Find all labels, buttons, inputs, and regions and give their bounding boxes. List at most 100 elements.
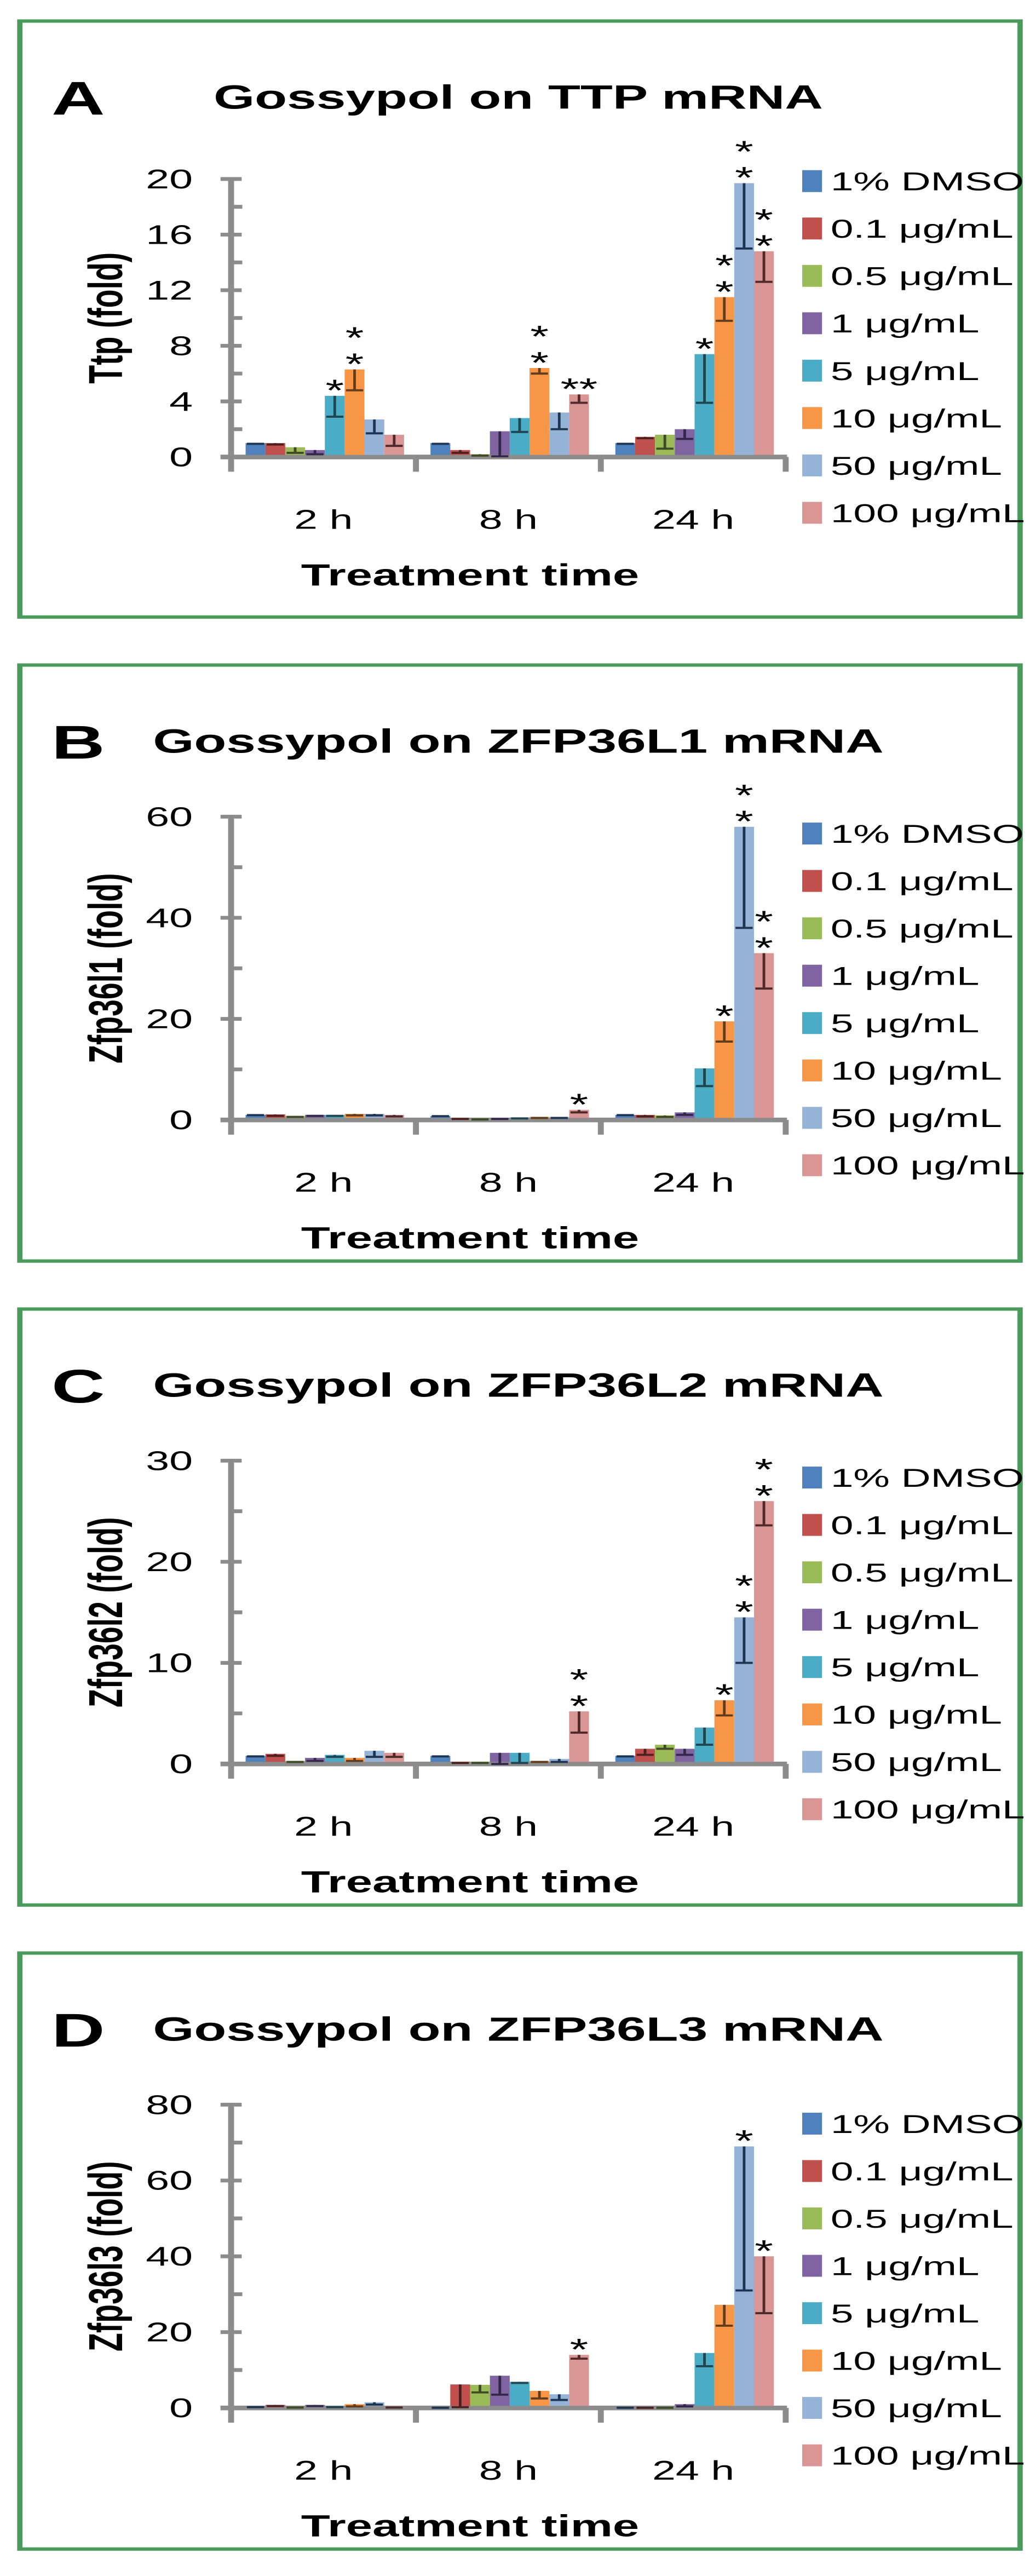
y-tick-label: 40 — [146, 902, 193, 933]
legend-label: 1% DMSO — [831, 2109, 1024, 2138]
x-tick-label: 2 h — [294, 2455, 353, 2486]
legend-swatch — [802, 1012, 822, 1034]
legend-swatch — [802, 1656, 822, 1678]
significance-star: * — [735, 135, 753, 169]
significance-star: * — [755, 229, 773, 263]
x-axis-title: Treatment time — [301, 2509, 639, 2543]
y-tick-label: 20 — [146, 2317, 193, 2348]
legend-swatch — [802, 1703, 822, 1726]
legend-swatch — [802, 1154, 822, 1176]
panel-label: C — [51, 1360, 105, 1413]
y-tick-label: 20 — [146, 1004, 193, 1034]
significance-marker: * — [735, 2124, 753, 2158]
significance-marker: ** — [755, 1453, 773, 1513]
legend-swatch — [802, 217, 822, 240]
legend-swatch — [802, 1798, 822, 1820]
legend-swatch — [802, 2207, 822, 2230]
chart-zfp36l1: B Gossypol on ZFP36L1 mRNA 0 20 40 60 Zfp36l1 … — [17, 663, 1025, 1263]
legend-swatch — [802, 1561, 822, 1584]
legend-swatch — [802, 264, 822, 287]
legend-label: 5 μg/mL — [831, 357, 980, 386]
legend-label: 1 μg/mL — [831, 309, 980, 338]
bar-0-0 — [245, 1756, 266, 1762]
x-tick-label: 8 h — [479, 1811, 538, 1842]
legend-label: 10 μg/mL — [831, 1700, 1002, 1729]
significance-marker: * — [715, 1678, 734, 1712]
y-tick-label: 40 — [146, 2241, 193, 2272]
legend-swatch — [802, 359, 822, 382]
significance-marker: * — [695, 332, 714, 366]
significance-marker: * — [715, 999, 734, 1033]
chart-zfp36l2: C Gossypol on ZFP36L2 mRNA 0 10 20 30 Zfp36l2 … — [17, 1307, 1025, 1907]
bar-1-0 — [430, 1756, 451, 1762]
x-tick-label: 2 h — [294, 1167, 353, 1198]
bar-0-0 — [245, 1114, 266, 1118]
legend-label: 1 μg/mL — [831, 2252, 980, 2281]
chart-title: Gossypol on ZFP36L3 mRNA — [153, 2011, 883, 2048]
legend-label: 0.5 μg/mL — [831, 262, 1014, 291]
legend-label: 1% DMSO — [831, 819, 1024, 848]
significance-marker: ** — [570, 1663, 589, 1723]
x-tick-label: 8 h — [479, 504, 538, 534]
bar-0-1 — [265, 443, 285, 455]
legend-label: 5 μg/mL — [831, 1653, 980, 1682]
significance-star: * — [735, 161, 753, 195]
legend-swatch — [802, 1059, 822, 1082]
legend-label: 0.1 μg/mL — [831, 1511, 1014, 1540]
significance-star: * — [755, 203, 773, 237]
legend-swatch — [802, 870, 822, 892]
x-tick-label: 24 h — [652, 1167, 734, 1198]
legend-label: 0.1 μg/mL — [831, 867, 1014, 896]
significance-marker: ** — [735, 1569, 753, 1629]
panel-frame — [17, 1307, 1023, 1907]
chart-title: Gossypol on ZFP36L1 mRNA — [153, 723, 883, 760]
legend-label: 5 μg/mL — [831, 2299, 980, 2328]
x-tick-label: 24 h — [652, 504, 734, 534]
y-axis-title: Zfp36l1 (fold) — [80, 873, 133, 1063]
significance-star: * — [530, 346, 549, 380]
legend-label: 0.1 μg/mL — [831, 215, 1014, 244]
bar-2-0 — [615, 1756, 635, 1762]
significance-marker: ** — [561, 372, 598, 406]
significance-marker: * — [325, 374, 344, 408]
panel-frame — [17, 663, 1023, 1263]
significance-star: * — [530, 320, 549, 354]
bar-1-4 — [509, 2382, 530, 2406]
legend-swatch — [802, 2302, 822, 2325]
legend-label: 10 μg/mL — [831, 1056, 1002, 1085]
significance-star: * — [570, 1663, 589, 1697]
y-tick-label: 0 — [169, 1105, 193, 1135]
significance-marker: * — [570, 1088, 589, 1122]
panel-label: A — [51, 72, 105, 125]
x-tick-label: 2 h — [294, 504, 353, 534]
legend-swatch — [802, 2397, 822, 2419]
significance-marker: ** — [530, 320, 549, 380]
legend-swatch — [802, 1107, 822, 1129]
chart-title: Gossypol on ZFP36L2 mRNA — [153, 1367, 883, 1404]
bar-2-0 — [615, 1114, 635, 1118]
y-tick-label: 30 — [146, 1445, 193, 1476]
panel-b: B Gossypol on ZFP36L1 mRNA 0 20 40 60 Zfp36l1 … — [0, 644, 1030, 1288]
significance-star: * — [735, 1569, 753, 1603]
y-tick-label: 0 — [169, 442, 193, 473]
legend-swatch — [802, 407, 822, 429]
legend-swatch — [802, 1608, 822, 1631]
bar-2-5 — [714, 297, 734, 455]
significance-marker: ** — [755, 203, 773, 263]
significance-star: * — [715, 249, 734, 283]
x-tick-label: 24 h — [652, 1811, 734, 1842]
legend-label: 0.1 μg/mL — [831, 2157, 1014, 2186]
legend-label: 5 μg/mL — [831, 1009, 980, 1038]
significance-star: * — [755, 1479, 773, 1513]
legend-swatch — [802, 1514, 822, 1536]
x-tick-label: 8 h — [479, 1167, 538, 1198]
significance-star: * — [755, 905, 773, 939]
significance-star: * — [735, 1595, 753, 1629]
x-tick-label: 8 h — [479, 2455, 538, 2486]
chart-title: Gossypol on TTP mRNA — [214, 79, 823, 116]
y-tick-label: 60 — [146, 801, 193, 832]
chart-ttp: A Gossypol on TTP mRNA 0 4 8 12 16 20 Ttp (fold)… — [17, 19, 1025, 619]
bar-2-7 — [753, 1501, 774, 1762]
significance-star: * — [735, 779, 753, 813]
y-tick-label: 16 — [146, 219, 193, 250]
